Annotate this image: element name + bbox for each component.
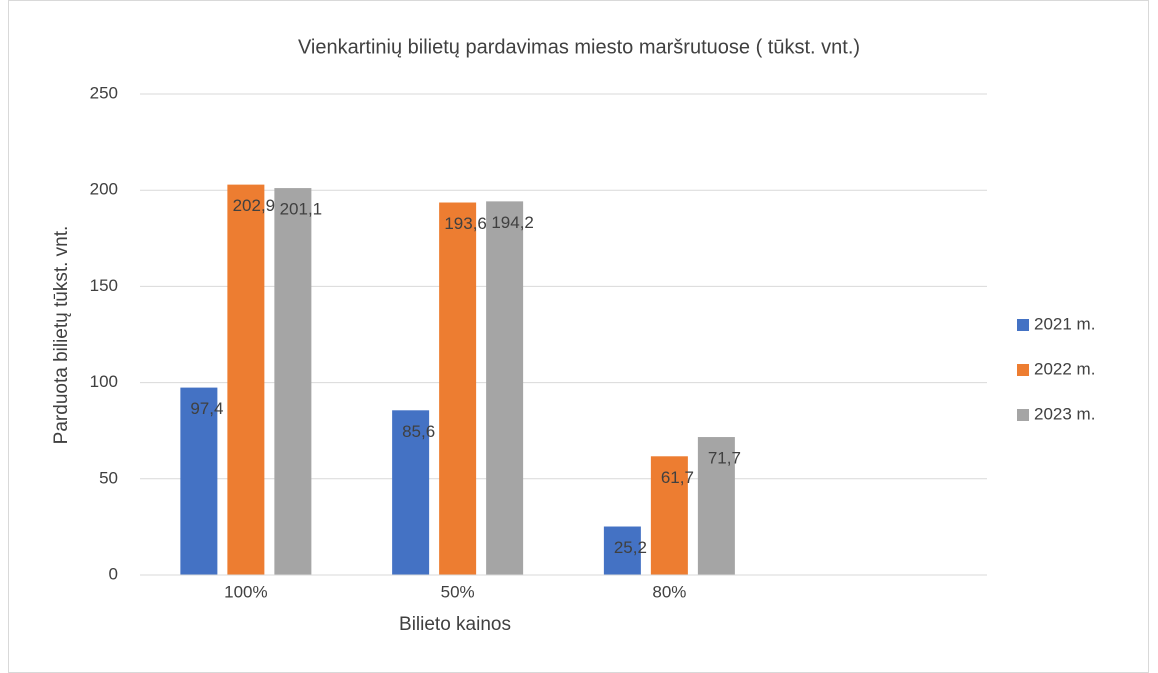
bar <box>227 184 265 575</box>
bar <box>274 188 312 575</box>
x-tick-label: 50% <box>441 582 475 601</box>
chart-border <box>8 0 1149 673</box>
data-label: 61,7 <box>661 468 694 487</box>
y-tick-label: 200 <box>90 180 118 199</box>
x-tick-label: 100% <box>224 582 267 601</box>
data-label: 202,9 <box>233 196 276 215</box>
y-tick-label: 0 <box>109 564 118 583</box>
data-label: 201,1 <box>280 200 323 219</box>
x-tick-label: 80% <box>652 582 686 601</box>
data-label: 193,6 <box>444 214 487 233</box>
legend-label: 2021 m. <box>1034 314 1095 333</box>
legend-swatch <box>1017 409 1029 421</box>
bar <box>392 410 430 575</box>
chart-title: Vienkartinių bilietų pardavimas miesto m… <box>298 36 860 58</box>
x-axis-title: Bilieto kainos <box>399 614 511 635</box>
legend-label: 2023 m. <box>1034 404 1095 423</box>
bar <box>697 437 735 575</box>
legend-label: 2022 m. <box>1034 359 1095 378</box>
data-label: 25,2 <box>614 538 647 557</box>
data-label: 194,2 <box>491 213 534 232</box>
data-label: 85,6 <box>402 422 435 441</box>
y-tick-label: 250 <box>90 83 118 102</box>
bar <box>486 201 524 576</box>
y-tick-label: 50 <box>99 468 118 487</box>
y-axis-title: Parduota bilietų tūkst. vnt. <box>51 226 72 445</box>
y-tick-label: 100 <box>90 372 118 391</box>
legend-swatch <box>1017 319 1029 331</box>
legend-swatch <box>1017 364 1029 376</box>
data-label: 71,7 <box>708 449 741 468</box>
bar <box>650 456 688 575</box>
bar <box>180 387 218 575</box>
bar <box>603 526 641 575</box>
data-label: 97,4 <box>190 399 223 418</box>
bar <box>439 202 477 575</box>
y-tick-label: 150 <box>90 276 118 295</box>
